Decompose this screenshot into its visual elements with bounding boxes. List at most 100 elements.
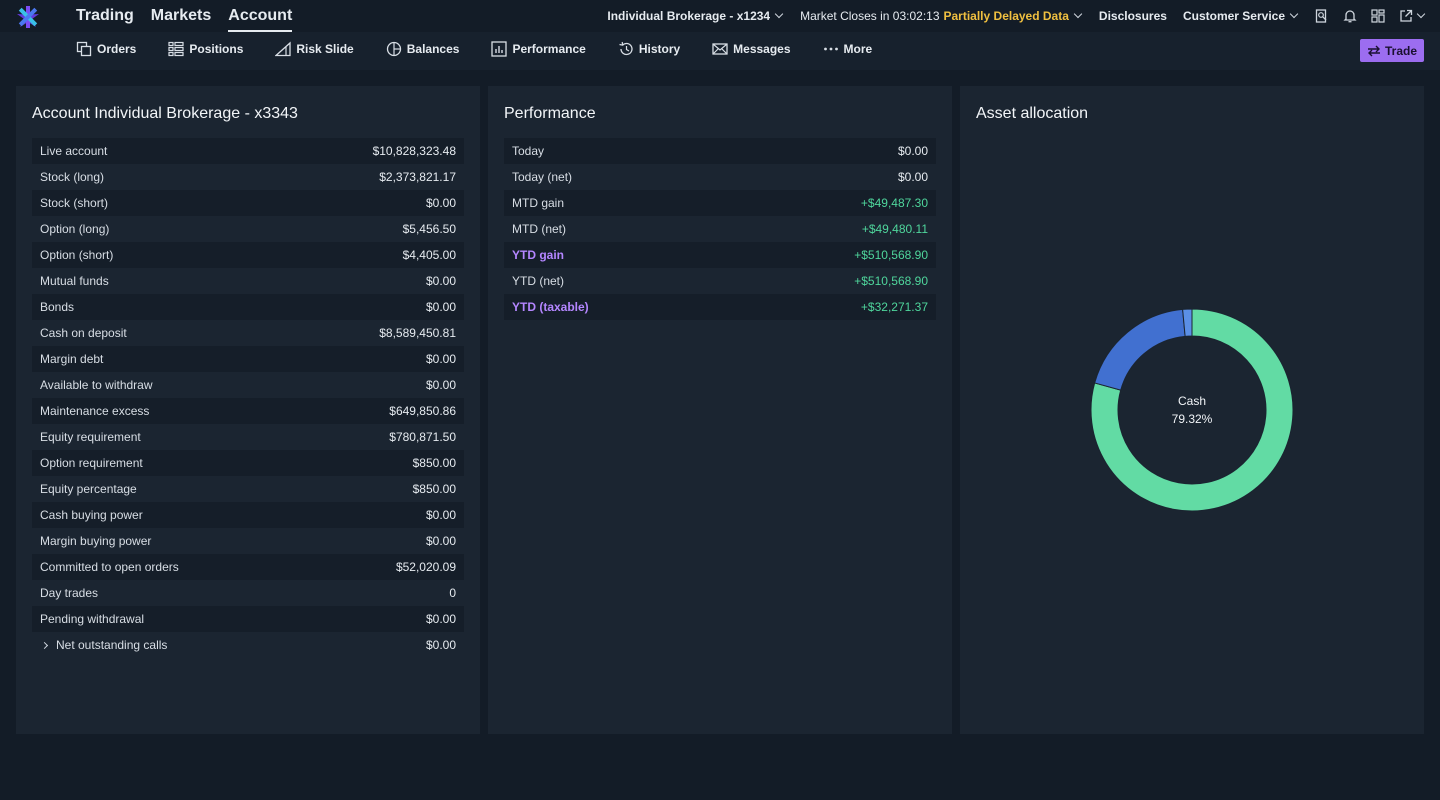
chevron-down-icon[interactable] — [1416, 9, 1426, 19]
donut-segment-2[interactable] — [1182, 308, 1193, 337]
account-rows: Live account $10,828,323.48 Stock (long) $2… — [32, 138, 464, 658]
layout-icon[interactable] — [1371, 9, 1385, 23]
donut-center-label: Cash — [1177, 394, 1206, 408]
account-row-label: Net outstanding calls — [40, 638, 167, 652]
donut-segment-0[interactable] — [1090, 308, 1294, 512]
account-row-value: $2,373,821.17 — [379, 170, 456, 184]
account-row-label: Stock (short) — [40, 196, 109, 210]
market-status: Market Closes in 03:02:13 — [800, 9, 940, 23]
nav-account[interactable]: Account — [228, 0, 293, 32]
account-row-value: $0.00 — [425, 534, 456, 548]
performance-row-value: +$510,568.90 — [854, 248, 928, 262]
account-row: Option requirement $850.00 — [32, 450, 464, 476]
trade-button[interactable]: Trade — [1360, 39, 1424, 62]
account-row-value: $0.00 — [425, 352, 456, 366]
account-row-value: $0.00 — [425, 300, 456, 314]
chevron-down-icon — [1073, 9, 1083, 19]
account-row-value: $850.00 — [412, 456, 456, 470]
data-status-label: Partially Delayed Data — [943, 9, 1069, 23]
account-selector-label: Individual Brokerage - x1234 — [607, 9, 771, 23]
performance-row: YTD (net) +$510,568.90 — [504, 268, 936, 294]
data-status-dropdown[interactable]: Partially Delayed Data — [943, 9, 1083, 23]
account-row-value: $850.00 — [412, 482, 456, 496]
account-row-value: $0.00 — [425, 638, 456, 652]
performance-row-label: MTD gain — [512, 196, 565, 210]
account-row-label: Committed to open orders — [40, 560, 179, 574]
account-row-label: Cash buying power — [40, 508, 143, 522]
account-row: Stock (short) $0.00 — [32, 190, 464, 216]
performance-row-value: +$49,487.30 — [860, 196, 928, 210]
trade-button-label: Trade — [1384, 43, 1417, 58]
subnav-balances[interactable]: Balances — [386, 32, 460, 66]
performance-row-value: +$49,480.11 — [861, 222, 928, 236]
performance-row-label: YTD gain — [512, 248, 565, 262]
subnav-performance-label: Performance — [512, 42, 586, 56]
account-row-label: Available to withdraw — [40, 378, 153, 392]
subnav-risk-slide-label: Risk Slide — [296, 42, 354, 56]
performance-row-label: Today (net) — [512, 170, 573, 184]
allocation-panel-title: Asset allocation — [976, 105, 1089, 122]
performance-row-value: $0.00 — [897, 170, 928, 184]
account-row-label: Option (short) — [40, 248, 114, 262]
performance-row: Today (net) $0.00 — [504, 164, 936, 190]
chevron-down-icon — [1289, 9, 1299, 19]
account-row-label: Maintenance excess — [40, 404, 150, 418]
allocation-panel: Asset allocation Cash 79.32% — [960, 86, 1424, 734]
account-row-value: $4,405.00 — [402, 248, 456, 262]
history-icon — [619, 41, 633, 56]
account-row: Option (short) $4,405.00 — [32, 242, 464, 268]
account-row-value: 0 — [449, 586, 456, 600]
account-row: Equity requirement $780,871.50 — [32, 424, 464, 450]
subnav-history[interactable]: History — [618, 32, 680, 66]
account-row-value: $649,850.86 — [389, 404, 456, 418]
subnav-messages[interactable]: Messages — [712, 32, 791, 66]
account-row-value: $0.00 — [425, 274, 456, 288]
disclosures-link[interactable]: Disclosures — [1098, 9, 1167, 23]
account-row: Day trades 0 — [32, 580, 464, 606]
account-row[interactable]: Net outstanding calls $0.00 — [32, 632, 464, 658]
account-row: Stock (long) $2,373,821.17 — [32, 164, 464, 190]
account-row-label: Option requirement — [40, 456, 143, 470]
donut-svg — [1090, 308, 1294, 512]
account-row-label: Bonds — [40, 300, 75, 314]
account-row-value: $0.00 — [425, 378, 456, 392]
subnav-more[interactable]: More — [823, 32, 873, 66]
performance-row: YTD gain +$510,568.90 — [504, 242, 936, 268]
subnav-messages-label: Messages — [733, 42, 791, 56]
account-row-value: $8,589,450.81 — [379, 326, 456, 340]
performance-row-label: YTD (taxable) — [512, 300, 589, 314]
donut-center-value: 79.32% — [1171, 412, 1213, 426]
nav-markets[interactable]: Markets — [150, 7, 212, 24]
external-link-icon[interactable] — [1399, 9, 1413, 23]
account-row: Available to withdraw $0.00 — [32, 372, 464, 398]
account-row-label: Equity percentage — [40, 482, 137, 496]
search-doc-icon[interactable] — [1315, 9, 1329, 23]
subnav-performance[interactable]: Performance — [491, 32, 586, 66]
account-row: Margin debt $0.00 — [32, 346, 464, 372]
account-selector[interactable]: Individual Brokerage - x1234 — [607, 9, 784, 23]
main-nav: Trading Markets Account — [76, 0, 293, 32]
account-row-value: $0.00 — [425, 196, 456, 210]
subnav-positions[interactable]: Positions — [168, 32, 243, 66]
customer-service-dropdown[interactable]: Customer Service — [1182, 9, 1299, 23]
performance-row: MTD gain +$49,487.30 — [504, 190, 936, 216]
performance-panel-title: Performance — [504, 105, 596, 122]
subnav-risk-slide[interactable]: Risk Slide — [275, 32, 354, 66]
account-row-value: $10,828,323.48 — [372, 144, 456, 158]
account-row: Equity percentage $850.00 — [32, 476, 464, 502]
header-right: Individual Brokerage - x1234 Market Clos… — [607, 0, 1426, 32]
account-row-label: Mutual funds — [40, 274, 109, 288]
bell-icon[interactable] — [1343, 9, 1357, 23]
performance-icon — [491, 41, 508, 57]
nav-trading[interactable]: Trading — [76, 7, 134, 24]
account-row-label: Live account — [40, 144, 108, 158]
subnav-orders[interactable]: Orders — [76, 32, 136, 66]
subnav-more-label: More — [843, 42, 873, 56]
more-icon — [823, 47, 838, 51]
subnav-balances-label: Balances — [406, 42, 460, 56]
performance-row: Today $0.00 — [504, 138, 936, 164]
chevron-right-icon[interactable] — [40, 641, 49, 649]
account-row: Option (long) $5,456.50 — [32, 216, 464, 242]
brand-logo-icon[interactable] — [16, 5, 40, 29]
customer-service-label: Customer Service — [1182, 9, 1285, 23]
